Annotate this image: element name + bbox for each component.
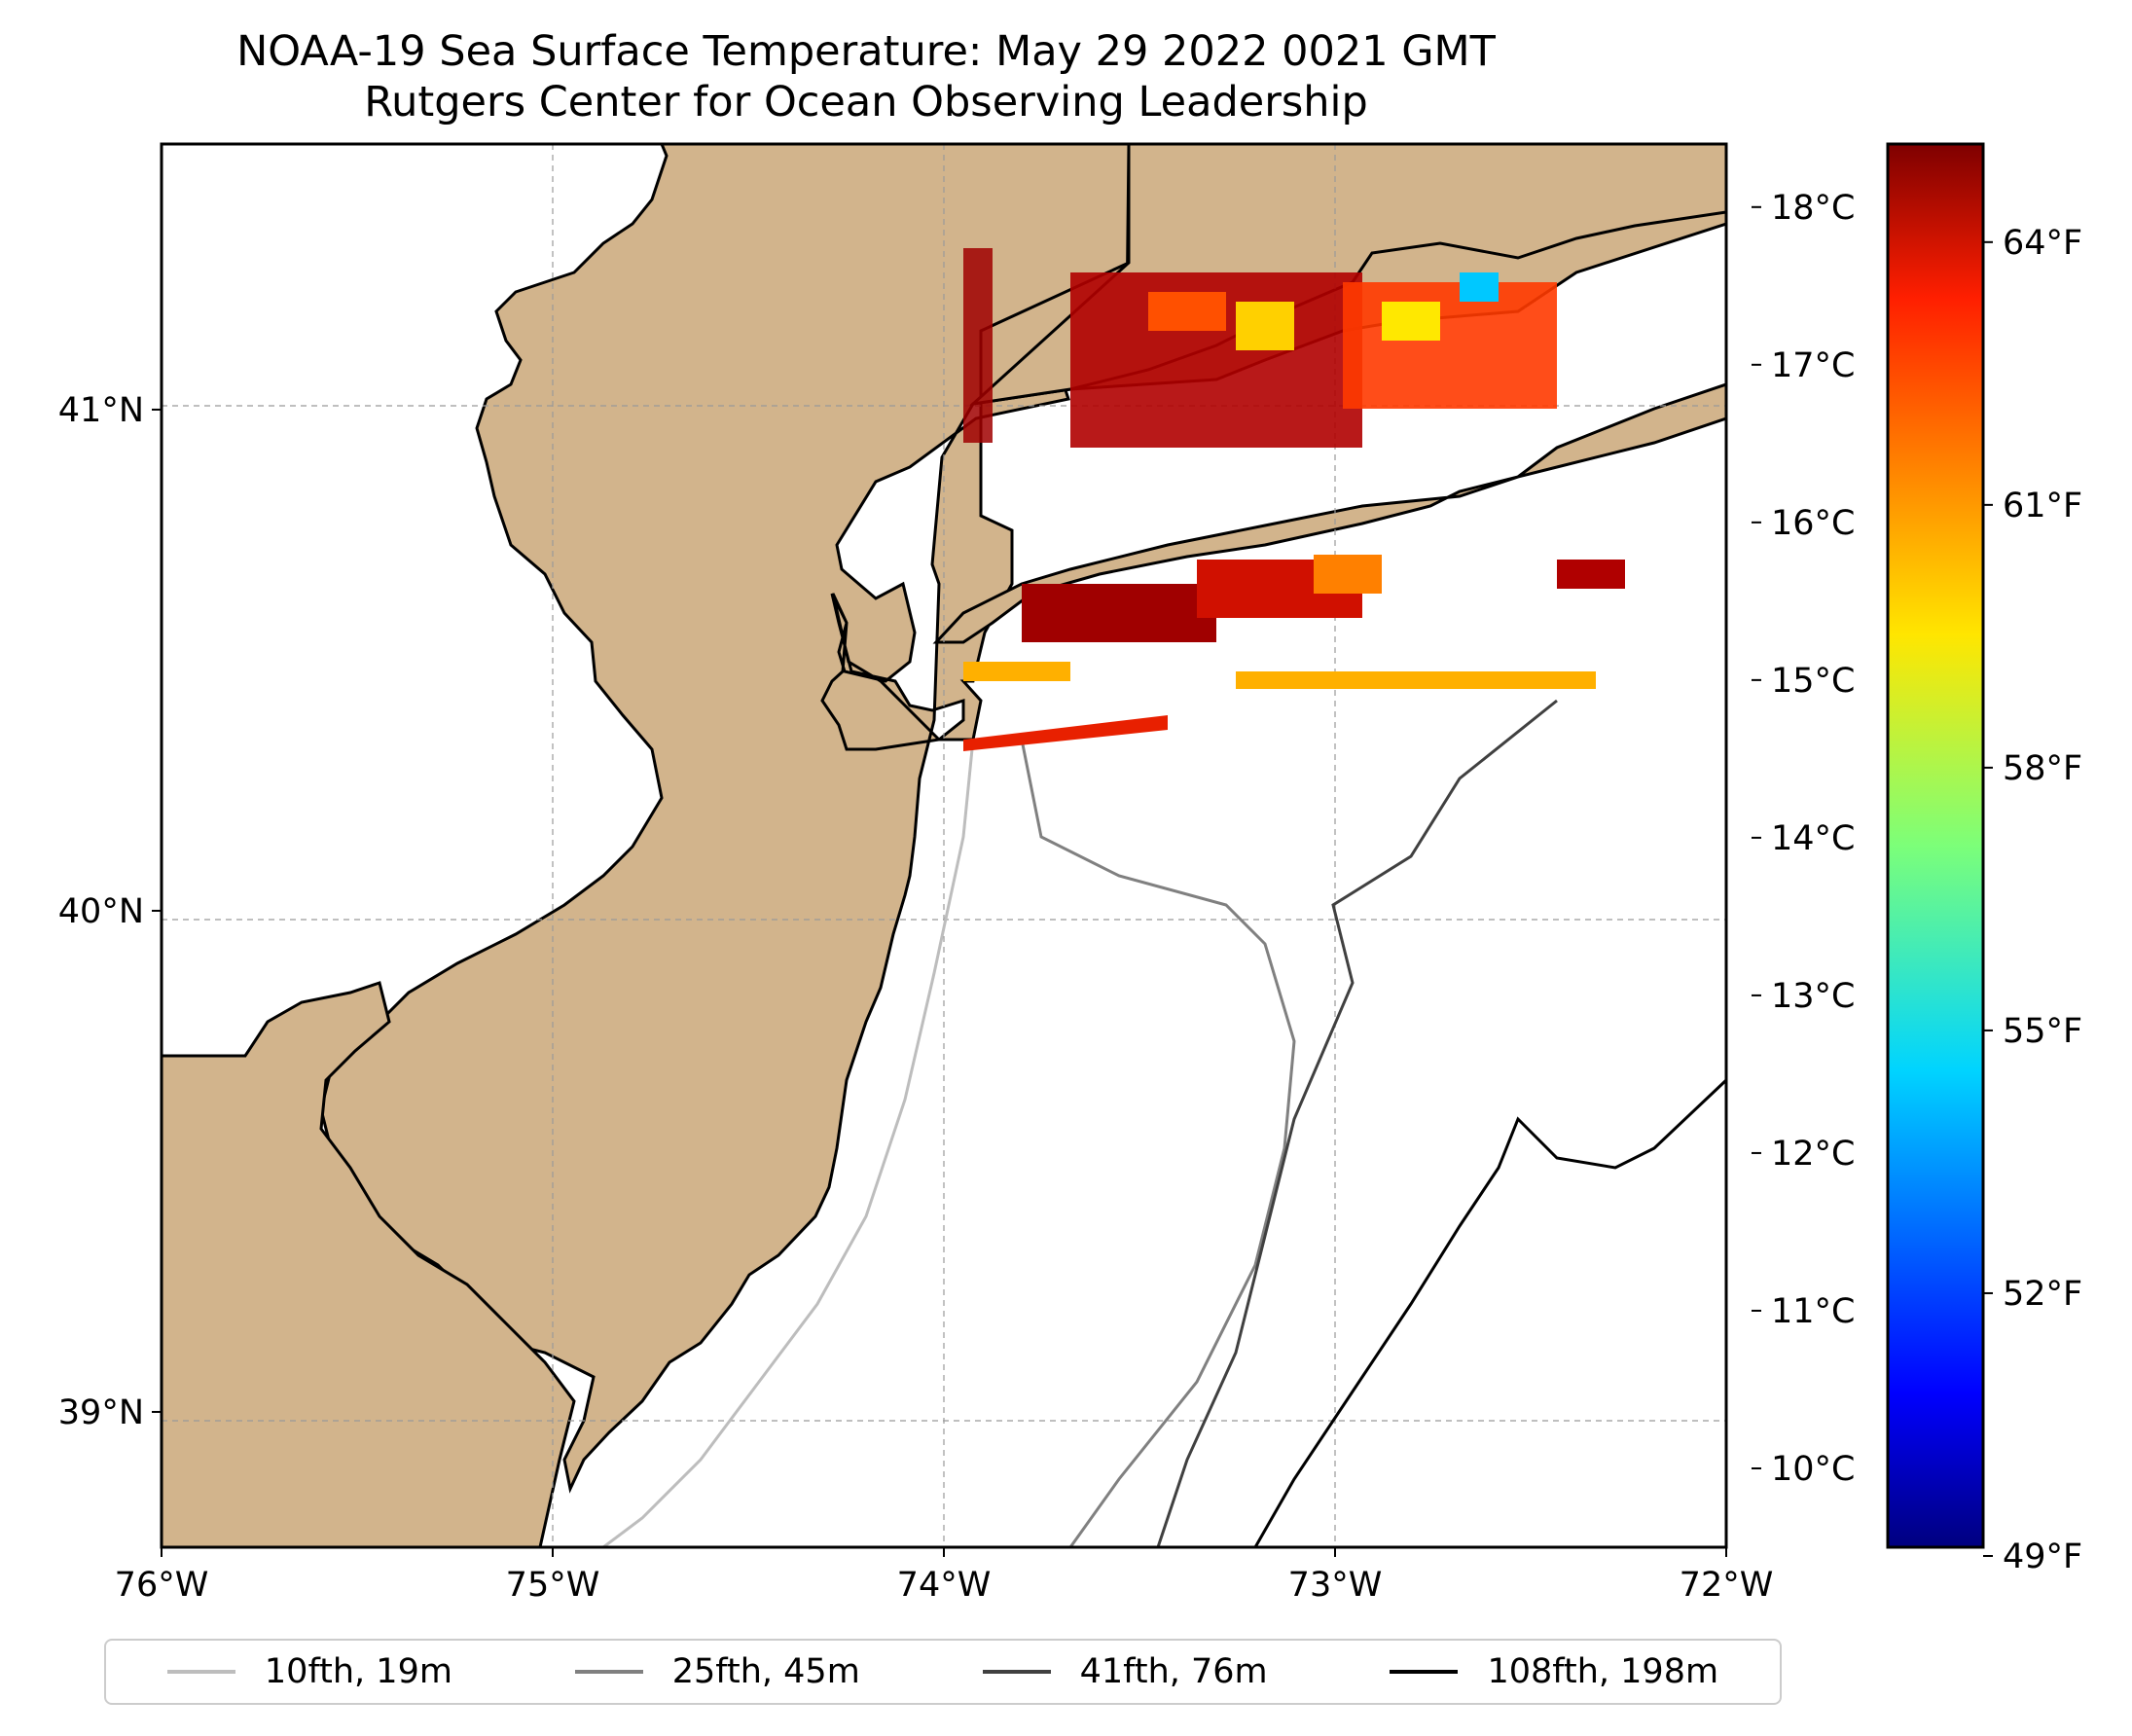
map-subtitle: Rutgers Center for Ocean Observing Leade… — [364, 78, 1368, 127]
celsius-tick-label: 16°C — [1771, 504, 1855, 543]
fahrenheit-tick-label: 52°F — [2003, 1275, 2082, 1314]
x-tick-label: 73°W — [1288, 1566, 1383, 1605]
legend-item: 41fth, 76m — [982, 1652, 1268, 1691]
legend-swatch — [982, 1670, 1051, 1674]
land-long-island — [932, 382, 1726, 644]
colorbar-fahrenheit-ticks: 64°F 61°F 58°F 55°F 52°F 49°F — [1983, 224, 2082, 1576]
celsius-tick-label: 10°C — [1771, 1450, 1855, 1489]
celsius-tick-label: 11°C — [1771, 1292, 1855, 1331]
gridlines — [162, 144, 1726, 1547]
colorbar — [1886, 142, 1985, 1549]
celsius-tick-label: 17°C — [1771, 346, 1855, 385]
x-tick-label: 75°W — [506, 1566, 600, 1605]
x-ticks: 76°W 75°W 74°W 73°W 72°W — [115, 1547, 1774, 1605]
legend-swatch — [166, 1670, 235, 1674]
y-tick-label: 40°N — [58, 892, 144, 931]
colorbar-celsius-ticks: 18°C 17°C 16°C 15°C 14°C 13°C 12°C 11°C 10°C — [1752, 189, 1855, 1489]
legend-item: 10fth, 19m — [166, 1652, 452, 1691]
fahrenheit-tick-label: 61°F — [2003, 487, 2082, 525]
legend-label: 41fth, 76m — [1079, 1652, 1268, 1691]
legend-item: 108fth, 198m — [1390, 1652, 1718, 1691]
celsius-tick-label: 12°C — [1771, 1135, 1855, 1174]
celsius-tick-label: 18°C — [1771, 189, 1855, 228]
celsius-tick-label: 14°C — [1771, 819, 1855, 858]
legend-item: 25fth, 45m — [574, 1652, 860, 1691]
land-delaware — [162, 981, 576, 1547]
y-tick-label: 39°N — [58, 1393, 144, 1432]
fahrenheit-tick-label: 49°F — [2003, 1537, 2082, 1576]
fahrenheit-tick-label: 58°F — [2003, 749, 2082, 788]
legend-label: 10fth, 19m — [264, 1652, 452, 1691]
map-title: NOAA-19 Sea Surface Temperature: May 29 … — [236, 27, 1496, 76]
celsius-tick-label: 13°C — [1771, 977, 1855, 1016]
legend-label: 108fth, 198m — [1487, 1652, 1719, 1691]
legend-swatch — [1390, 1670, 1459, 1674]
x-tick-label: 76°W — [115, 1566, 209, 1605]
celsius-tick-label: 15°C — [1771, 662, 1855, 701]
legend-label: 25fth, 45m — [671, 1652, 860, 1691]
legend: 10fth, 19m 25fth, 45m 41fth, 76m 108fth, 19… — [104, 1639, 1782, 1705]
x-tick-label: 72°W — [1680, 1566, 1774, 1605]
legend-swatch — [574, 1670, 643, 1674]
fahrenheit-tick-label: 55°F — [2003, 1012, 2082, 1051]
y-ticks: 41°N 40°N 39°N — [58, 391, 162, 1432]
bathymetry-contours — [602, 699, 1726, 1547]
y-tick-label: 41°N — [58, 391, 144, 430]
sst-swath — [963, 248, 1625, 751]
x-tick-label: 74°W — [897, 1566, 992, 1605]
fahrenheit-tick-label: 64°F — [2003, 224, 2082, 263]
